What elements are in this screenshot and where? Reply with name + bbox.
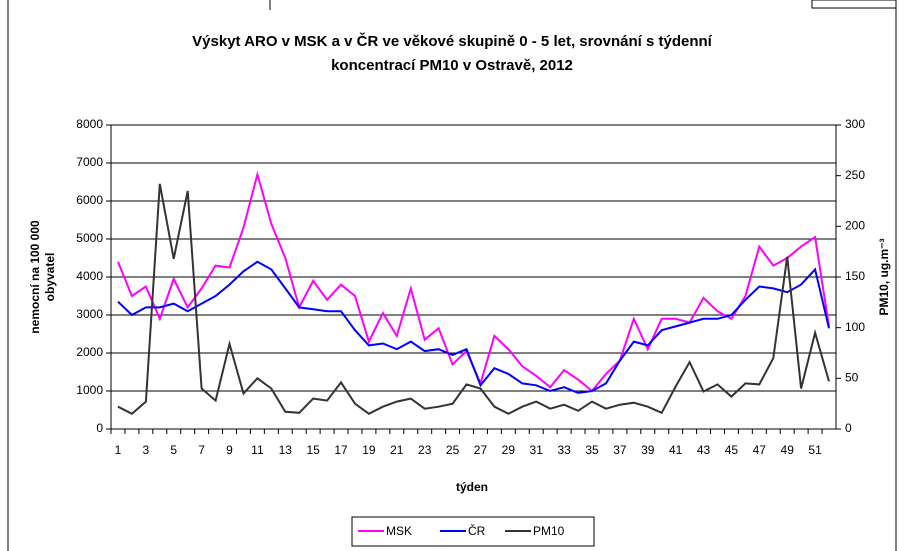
y-axis-label: nemocní na 100 000	[28, 220, 42, 334]
y-tick-label: 7000	[76, 155, 103, 169]
x-tick-label: 25	[446, 443, 460, 457]
x-tick-label: 1	[115, 443, 122, 457]
legend-label: MSK	[386, 524, 412, 538]
x-tick-label: 33	[557, 443, 571, 457]
frame	[811, 0, 897, 9]
legend-label: PM10	[533, 524, 565, 538]
x-tick-label: 35	[585, 443, 599, 457]
x-tick-label: 13	[279, 443, 293, 457]
y2-tick-label: 50	[845, 371, 859, 385]
y-tick-label: 2000	[76, 345, 103, 359]
legend	[351, 516, 595, 547]
x-tick-label: 47	[753, 443, 767, 457]
x-tick-label: 31	[530, 443, 544, 457]
x-tick-label: 19	[362, 443, 376, 457]
x-tick-label: 43	[697, 443, 711, 457]
y2-axis-label: PM10, ug.m⁻³	[877, 238, 891, 315]
x-tick-label: 37	[613, 443, 627, 457]
x-tick-label: 21	[390, 443, 404, 457]
x-tick-label: 11	[251, 443, 264, 457]
y-tick-label: 5000	[76, 231, 103, 245]
x-tick-label: 3	[143, 443, 150, 457]
y2-tick-label: 300	[845, 117, 865, 131]
series-line	[117, 183, 830, 415]
legend-label: ČR	[468, 523, 486, 538]
y-tick-label: 1000	[76, 383, 103, 397]
x-tick-label: 27	[474, 443, 488, 457]
x-tick-label: 41	[669, 443, 683, 457]
y2-tick-label: 100	[845, 320, 865, 334]
x-tick-label: 49	[781, 443, 795, 457]
x-tick-label: 45	[725, 443, 739, 457]
x-tick-label: 39	[641, 443, 655, 457]
x-tick-label: 15	[306, 443, 320, 457]
series-line	[117, 260, 830, 394]
y-tick-label: 4000	[76, 269, 103, 283]
y-tick-label: 8000	[76, 117, 103, 131]
x-tick-label: 29	[502, 443, 516, 457]
x-axis-label: týden	[456, 480, 488, 494]
y2-tick-label: 250	[845, 168, 865, 182]
x-tick-label: 23	[418, 443, 432, 457]
x-tick-label: 9	[226, 443, 233, 457]
y-axis-label: obyvatel	[43, 253, 57, 302]
y2-tick-label: 200	[845, 219, 865, 233]
chart-title: koncentrací PM10 v Ostravě, 2012	[331, 57, 573, 74]
x-tick-label: 51	[808, 443, 822, 457]
x-tick-label: 5	[170, 443, 177, 457]
y-tick-label: 0	[96, 421, 103, 435]
chart-title: Výskyt ARO v MSK a v ČR ve věkové skupin…	[192, 32, 712, 50]
y-tick-label: 3000	[76, 307, 103, 321]
y-tick-label: 6000	[76, 193, 103, 207]
x-tick-label: 17	[334, 443, 348, 457]
y2-tick-label: 0	[845, 421, 852, 435]
y2-tick-label: 150	[845, 269, 865, 283]
x-tick-label: 7	[198, 443, 205, 457]
